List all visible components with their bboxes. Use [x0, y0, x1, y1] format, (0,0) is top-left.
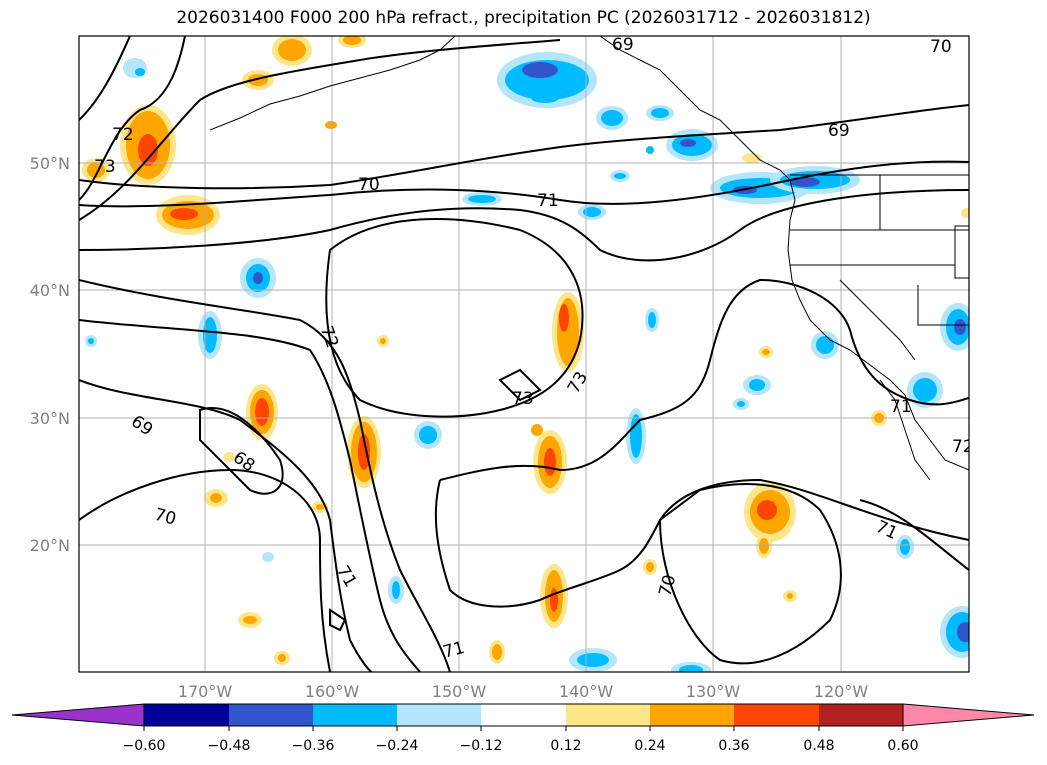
- contour-label: 70: [930, 37, 952, 57]
- colorbar-tick-label: 0.24: [634, 738, 665, 754]
- colorbar-segment: [650, 704, 734, 726]
- lon-label-120w: 120°W: [814, 682, 869, 701]
- colorbar-ticks: −0.60 −0.48 −0.36 −0.24 −0.12 0.12 0.24 0.36 0.4…: [123, 726, 919, 754]
- contour-label: 73: [512, 389, 534, 409]
- colorbar-left-extend: [11, 703, 145, 727]
- lat-label-30n: 30°N: [30, 409, 70, 428]
- colorbar-segment: [397, 704, 481, 726]
- colorbar-segment: [819, 704, 903, 726]
- colorbar-tick-label: 0.36: [718, 738, 749, 754]
- lat-label-20n: 20°N: [30, 536, 70, 555]
- colorbar-segment: [144, 704, 229, 726]
- negative-precip-areas: [85, 52, 969, 672]
- lon-label-150w: 150°W: [432, 682, 487, 701]
- map-area: 73 72 69 70 71 69 70 72 73 73 69 68 70 7…: [79, 35, 974, 672]
- grid-lines: [79, 36, 969, 672]
- colorbar-segment: [734, 704, 819, 726]
- map-title: 2026031400 F000 200 hPa refract., precip…: [176, 8, 871, 28]
- contour-label: 73: [94, 157, 116, 177]
- lon-label-140w: 140°W: [559, 682, 614, 701]
- lat-axis: 50°N 40°N 30°N 20°N: [30, 154, 70, 555]
- contour-label: 72: [112, 125, 134, 145]
- contour-label-group: 73 72 69 70 71 69 70 72 73 73 69 68 70 7…: [94, 35, 974, 663]
- lon-axis: 170°W 160°W 150°W 140°W 130°W 120°W: [178, 682, 869, 701]
- colorbar-tick-label: −0.24: [376, 738, 419, 754]
- colorbar-tick-label: −0.60: [123, 738, 166, 754]
- lat-label-40n: 40°N: [30, 281, 70, 300]
- colorbar-tick-label: −0.48: [208, 738, 251, 754]
- lon-label-130w: 130°W: [686, 682, 741, 701]
- contour-label: 72: [952, 437, 974, 457]
- contour-label: 69: [612, 35, 634, 55]
- contour-label: 70: [358, 175, 380, 195]
- contour-label: 71: [890, 397, 912, 417]
- colorbar-tick-label: 0.48: [803, 738, 834, 754]
- map-frame: [78, 35, 970, 673]
- colorbar: −0.60 −0.48 −0.36 −0.24 −0.12 0.12 0.24 0.36 0.4…: [11, 703, 1035, 754]
- refractivity-contours: [79, 36, 969, 672]
- colorbar-right-extend: [902, 703, 1035, 727]
- lon-label-170w: 170°W: [178, 682, 233, 701]
- lon-label-160w: 160°W: [305, 682, 360, 701]
- lat-label-50n: 50°N: [30, 154, 70, 173]
- colorbar-segment: [566, 704, 650, 726]
- colorbar-tick-label: 0.12: [550, 738, 581, 754]
- colorbar-segment: [481, 704, 566, 726]
- colorbar-segment: [313, 704, 397, 726]
- colorbar-tick-label: 0.60: [887, 738, 918, 754]
- colorbar-frame: [143, 703, 904, 727]
- contour-label: 71: [537, 191, 559, 211]
- colorbar-tick-label: −0.36: [292, 738, 335, 754]
- colorbar-segment: [229, 704, 313, 726]
- contour-label: 69: [828, 121, 850, 141]
- colorbar-tick-label: −0.12: [460, 738, 503, 754]
